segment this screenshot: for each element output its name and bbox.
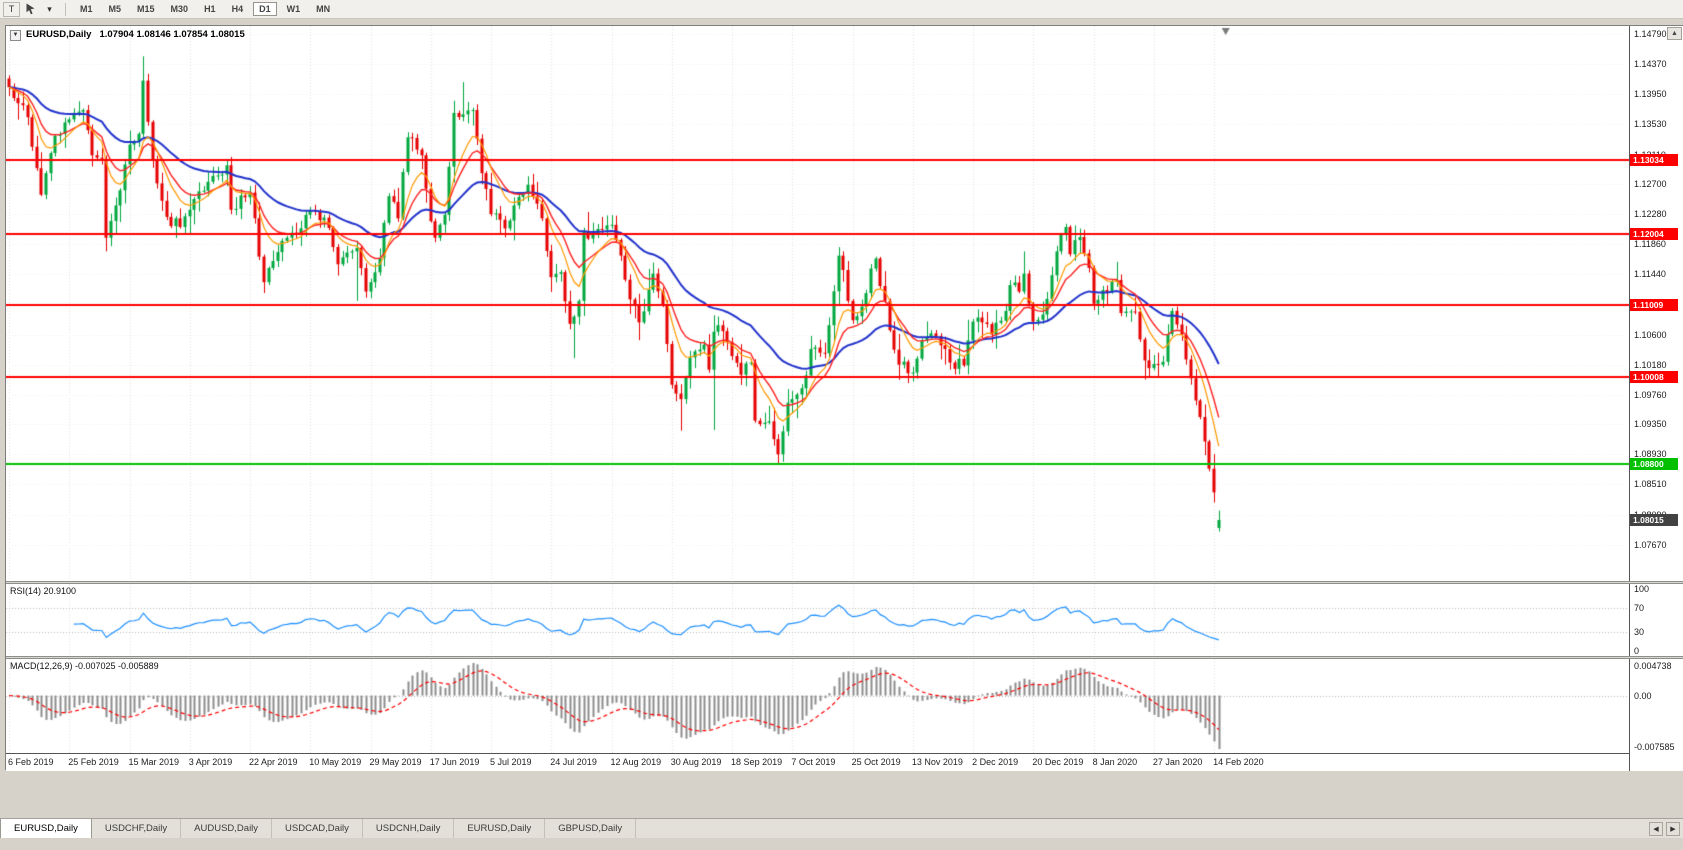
chart-ohlc-values: 1.07904 1.08146 1.07854 1.08015 — [99, 29, 245, 40]
chart-title: EURUSD,Daily 1.07904 1.08146 1.07854 1.0… — [26, 29, 245, 40]
price-axis-label: 1.13950 — [1634, 89, 1667, 100]
timeframe-m5-button[interactable]: M5 — [103, 2, 128, 16]
macd-axis-label: -0.007585 — [1634, 742, 1675, 752]
date-axis-label: 2 Dec 2019 — [972, 757, 1019, 767]
tab-eurusd-daily-2[interactable]: EURUSD,Daily — [454, 819, 546, 838]
tools-dropdown-button[interactable]: ▾ — [41, 1, 58, 17]
price-axis-label: 1.14370 — [1634, 59, 1667, 70]
caret-down-icon: ▾ — [47, 3, 52, 14]
tab-audusd-daily[interactable]: AUDUSD,Daily — [181, 819, 273, 838]
date-axis-label: 20 Dec 2019 — [1032, 757, 1084, 767]
date-axis-label: 13 Nov 2019 — [911, 757, 963, 767]
rsi-axis-label: 70 — [1634, 602, 1645, 613]
tab-label: AUDUSD,Daily — [194, 823, 259, 834]
tab-scroll-left-button[interactable]: ◀ — [1649, 822, 1663, 836]
timeframe-d1-button[interactable]: D1 — [253, 2, 277, 16]
date-axis-label: 30 Aug 2019 — [670, 757, 722, 767]
tab-label: USDCHF,Daily — [104, 823, 168, 834]
price-axis-label: 1.11860 — [1634, 239, 1666, 250]
toolbar-separator — [65, 2, 66, 16]
tab-label: USDCAD,Daily — [285, 823, 349, 834]
price-axis-label: 1.08510 — [1634, 479, 1667, 490]
rsi-indicator-label: RSI(14) 20.9100 — [10, 586, 77, 596]
price-axis-label: 1.13530 — [1634, 119, 1667, 130]
rsi-indicator-canvas[interactable] — [6, 584, 1629, 656]
price-axis-label: 1.08930 — [1634, 449, 1667, 460]
tab-usdcnh-daily[interactable]: USDCNH,Daily — [363, 819, 455, 838]
price-axis-label: 1.07670 — [1634, 539, 1667, 550]
timeframe-h1-button[interactable]: H1 — [198, 2, 222, 16]
date-axis-label: 14 Feb 2020 — [1213, 757, 1264, 767]
tab-scroll-right-button[interactable]: ▶ — [1666, 822, 1680, 836]
tab-label: USDCNH,Daily — [375, 823, 441, 834]
price-axis-label: 1.11440 — [1634, 269, 1666, 280]
panel-splitter[interactable] — [6, 656, 1683, 659]
chart-symbol-period: EURUSD,Daily — [26, 29, 92, 40]
price-chart-canvas[interactable] — [6, 26, 1629, 581]
tab-gbpusd-daily[interactable]: GBPUSD,Daily — [545, 819, 637, 838]
date-axis-label: 18 Sep 2019 — [731, 757, 783, 767]
tab-usdcad-daily[interactable]: USDCAD,Daily — [272, 819, 363, 838]
timeframe-w1-button[interactable]: W1 — [281, 2, 307, 16]
tab-label: EURUSD,Daily — [467, 823, 532, 834]
date-axis-label: 29 May 2019 — [369, 757, 422, 767]
date-axis-label: 25 Oct 2019 — [851, 757, 901, 767]
text-tool-button[interactable]: T — [3, 1, 20, 17]
timeframe-mn-button[interactable]: MN — [310, 2, 336, 16]
tab-scroll-controls: ◀ ▶ — [1649, 819, 1680, 839]
date-axis[interactable]: 6 Feb 2019 25 Feb 2019 15 Mar 2019 3 Apr 20… — [6, 753, 1629, 771]
price-axis-label: 1.12280 — [1634, 209, 1667, 220]
price-axis-label: 1.09350 — [1634, 419, 1667, 430]
rsi-axis-label: 0 — [1634, 646, 1640, 656]
timeframe-m1-button[interactable]: M1 — [74, 2, 99, 16]
scroll-up-button[interactable]: ▲ — [1667, 27, 1682, 40]
cursor-tool-button[interactable] — [22, 1, 39, 17]
level-price-tag: 1.11009 — [1630, 299, 1678, 312]
macd-axis-label: 0.004738 — [1634, 661, 1672, 671]
date-axis-label: 27 Jan 2020 — [1152, 757, 1203, 767]
date-axis-label: 15 Mar 2019 — [128, 757, 180, 767]
date-axis-label: 24 Jul 2019 — [550, 757, 597, 767]
tab-label: EURUSD,Daily — [14, 823, 78, 834]
price-axis-label: 1.09760 — [1634, 389, 1667, 400]
rsi-axis-label: 30 — [1634, 627, 1645, 638]
date-axis-label: 5 Jul 2019 — [490, 757, 532, 767]
cursor-icon — [26, 3, 35, 15]
price-axis-label: 1.14790 — [1634, 29, 1667, 40]
macd-axis-label: 0.00 — [1634, 690, 1652, 701]
date-axis-label: 12 Aug 2019 — [610, 757, 662, 767]
date-axis-label: 25 Feb 2019 — [68, 757, 119, 767]
date-axis-label: 7 Oct 2019 — [791, 757, 836, 767]
tab-label: GBPUSD,Daily — [558, 823, 623, 834]
chart-menu-button[interactable]: ▼ — [10, 30, 21, 41]
tab-eurusd-daily[interactable]: EURUSD,Daily — [0, 819, 92, 838]
timeframe-m30-button[interactable]: M30 — [165, 2, 195, 16]
date-axis-label: 17 Jun 2019 — [429, 757, 480, 767]
tab-usdchf-daily[interactable]: USDCHF,Daily — [92, 819, 182, 838]
level-price-tag: 1.12004 — [1630, 227, 1678, 240]
rsi-axis-label: 100 — [1634, 584, 1650, 594]
date-axis-label: 22 Apr 2019 — [249, 757, 298, 767]
date-axis-label: 10 May 2019 — [309, 757, 362, 767]
toolbar: T ▾ M1 M5 M15 M30 H1 H4 D1 W1 MN — [0, 0, 1683, 19]
price-axis-label: 1.10180 — [1634, 359, 1667, 370]
current-price-tag: 1.08015 — [1630, 513, 1678, 526]
price-axis-label: 1.12700 — [1634, 178, 1667, 189]
price-axis-label: 1.10600 — [1634, 329, 1667, 340]
level-price-tag: 1.10008 — [1630, 371, 1678, 384]
chart-tab-bar: EURUSD,Daily USDCHF,Daily AUDUSD,Daily U… — [0, 818, 1683, 838]
date-axis-label: 6 Feb 2019 — [8, 757, 54, 767]
date-axis-label: 3 Apr 2019 — [188, 757, 233, 767]
chart-window: ▼ EURUSD,Daily 1.07904 1.08146 1.07854 1… — [5, 25, 1683, 771]
panel-splitter[interactable] — [6, 581, 1683, 584]
macd-indicator-label: MACD(12,26,9) -0.007025 -0.005889 — [10, 661, 159, 671]
price-axis[interactable]: 1.147901.143701.139501.135301.131101.127… — [1629, 26, 1683, 771]
level-price-tag: 1.13034 — [1630, 153, 1678, 166]
timeframe-h4-button[interactable]: H4 — [226, 2, 250, 16]
level-price-tag: 1.08800 — [1630, 457, 1678, 470]
timeframe-m15-button[interactable]: M15 — [131, 2, 161, 16]
date-axis-label: 8 Jan 2020 — [1092, 757, 1138, 767]
macd-indicator-canvas[interactable] — [6, 659, 1629, 753]
